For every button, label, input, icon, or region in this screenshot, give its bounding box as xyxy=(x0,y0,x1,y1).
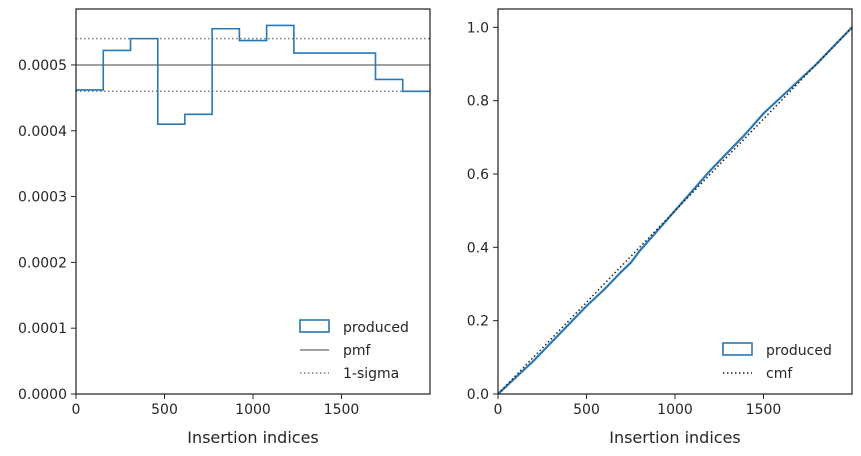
x-tick-label: 0 xyxy=(72,402,81,418)
legend-cmf-label: cmf xyxy=(766,366,793,382)
plot-area xyxy=(498,26,852,394)
legend: produced cmf xyxy=(722,342,832,382)
y-tick-label: 0.0005 xyxy=(18,58,67,74)
histogram-bar xyxy=(375,79,402,394)
x-axis-label: Insertion indices xyxy=(609,428,741,447)
x-axis-label: Insertion indices xyxy=(187,428,319,447)
y-tick-label: 0.0 xyxy=(467,387,489,403)
plot-area xyxy=(76,24,430,394)
histogram-bar xyxy=(212,29,239,394)
histogram-bar xyxy=(267,25,294,394)
x-tick-label: 1500 xyxy=(324,402,360,418)
x-tick-label: 1500 xyxy=(746,402,782,418)
y-tick-label: 0.0000 xyxy=(18,387,67,403)
legend-sigma-label: 1-sigma xyxy=(343,366,399,382)
legend-produced-swatch xyxy=(722,342,753,356)
y-tick-label: 0.0001 xyxy=(18,321,67,337)
histogram-bar xyxy=(158,124,185,394)
x-tick-label: 1000 xyxy=(657,402,693,418)
y-tick-label: 0.6 xyxy=(467,167,489,183)
y-tick-label: 0.0002 xyxy=(18,255,67,271)
x-tick-label: 1000 xyxy=(235,402,271,418)
y-tick-label: 0.8 xyxy=(467,94,489,110)
histogram-bar xyxy=(294,53,321,394)
x-tick-label: 500 xyxy=(151,402,178,418)
histogram-bar xyxy=(239,41,266,394)
axes-frame xyxy=(75,8,431,395)
legend-produced-label: produced xyxy=(343,320,409,336)
histogram-bar xyxy=(403,91,430,394)
y-tick-label: 0.4 xyxy=(467,240,489,256)
legend-produced-swatch xyxy=(299,319,330,333)
y-tick-label: 0.2 xyxy=(467,314,489,330)
legend-pmf-label: pmf xyxy=(343,343,372,359)
legend-produced-label: produced xyxy=(766,343,832,359)
histogram-bar xyxy=(76,90,103,394)
y-tick-label: 0.0003 xyxy=(18,190,67,206)
x-tick-label: 0 xyxy=(494,402,503,418)
legend: produced pmf 1-sigma xyxy=(299,319,409,382)
histogram-bar xyxy=(103,50,130,394)
cdf-panel: 0 500 1000 1500 0.0 0.2 0.4 0.6 0.8 1.0 Insertion … xyxy=(467,8,853,447)
cmf-line xyxy=(498,26,852,394)
histogram-bar xyxy=(185,114,212,394)
axes-frame xyxy=(497,8,853,395)
x-tick-label: 500 xyxy=(573,402,600,418)
produced-histogram xyxy=(76,24,430,125)
y-tick-label: 0.0004 xyxy=(18,124,67,140)
histogram-panel: 0 500 1000 1500 0.0000 0.0001 0.0002 0.0003 0.00… xyxy=(18,8,431,447)
y-tick-label: 1.0 xyxy=(467,20,489,36)
